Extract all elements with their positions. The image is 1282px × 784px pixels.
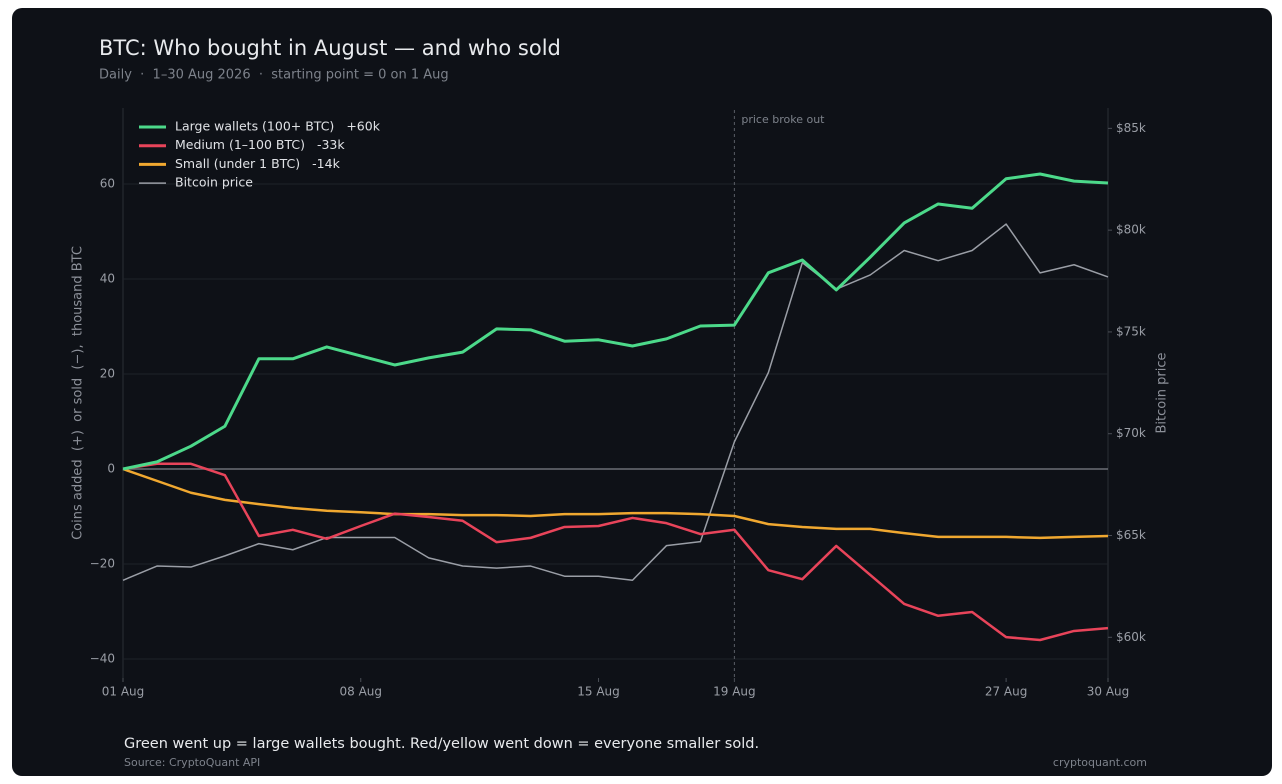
y-axis-label: Coins added (+) or sold (−), thousand BT… [71, 246, 86, 540]
legend-label: Small (under 1 BTC) [175, 156, 300, 171]
y-tick-label: 0 [107, 462, 115, 476]
footnote: Green went up = large wallets bought. Re… [124, 736, 759, 752]
series-line [122, 462, 1109, 642]
annotation: price broke out [741, 113, 825, 126]
y-tick-label: −40 [90, 652, 115, 666]
y2-tick-label: $80k [1116, 223, 1146, 237]
legend-label: Bitcoin price [175, 175, 253, 190]
y-tick-label: 40 [100, 272, 115, 286]
y2-tick-label: $60k [1116, 630, 1146, 644]
card [12, 8, 1272, 776]
legend-change: -33k [317, 137, 345, 152]
y-tick-label: −20 [90, 557, 115, 571]
x-tick-label: 19 Aug [713, 685, 756, 699]
credit: cryptoquant.com [1053, 756, 1147, 769]
series-line [122, 223, 1109, 582]
source: Source: CryptoQuant API [124, 756, 260, 769]
legend-label: Medium (1–100 BTC) [175, 137, 305, 152]
y2-tick-label: $70k [1116, 426, 1146, 440]
series-line [122, 172, 1109, 471]
chart-subtitle: Daily · 1–30 Aug 2026 · starting point =… [99, 68, 449, 83]
series-line [122, 467, 1109, 540]
x-tick-label: 01 Aug [102, 685, 145, 699]
y2-tick-label: $65k [1116, 528, 1146, 542]
x-tick-label: 15 Aug [577, 685, 620, 699]
chart-title: BTC: Who bought in August — and who sold [99, 36, 561, 60]
y-tick-label: 20 [100, 367, 115, 381]
x-tick-label: 27 Aug [985, 685, 1028, 699]
x-tick-label: 08 Aug [340, 685, 383, 699]
y2-tick-label: $85k [1116, 121, 1146, 135]
legend-change: -14k [312, 156, 340, 171]
y2-axis-label: Bitcoin price [1155, 352, 1170, 433]
legend-change: +60k [346, 119, 380, 134]
y2-tick-label: $75k [1116, 324, 1146, 338]
legend-label: Large wallets (100+ BTC) [175, 119, 334, 134]
x-tick-label: 30 Aug [1087, 685, 1130, 699]
y-tick-label: 60 [100, 177, 115, 191]
